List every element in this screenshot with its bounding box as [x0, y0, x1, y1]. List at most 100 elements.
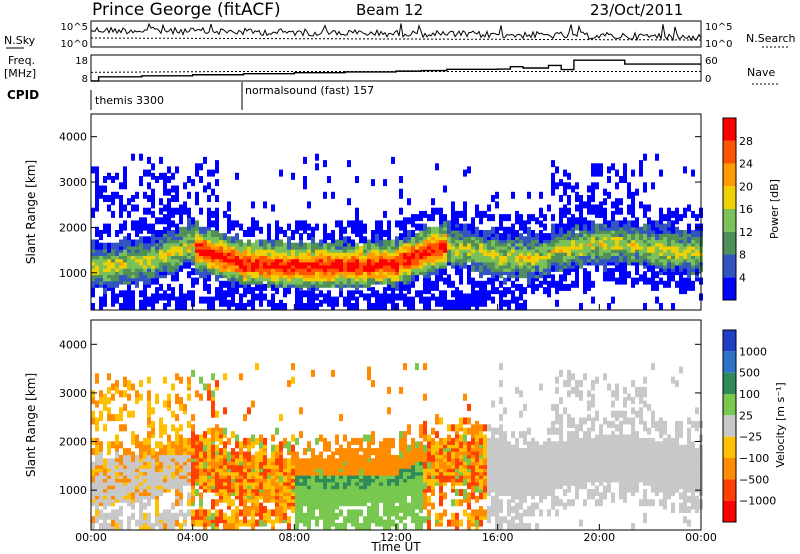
velocity-cell: [459, 519, 463, 527]
power-cell: [379, 299, 383, 307]
velocity-cell: [207, 519, 211, 527]
velocity-cell: [139, 393, 143, 401]
velocity-cell: [175, 434, 179, 442]
velocity-cell: [219, 427, 223, 435]
power-cell: [187, 290, 191, 298]
power-cell: [195, 169, 199, 177]
power-cell: [183, 261, 187, 269]
velocity-cell: [191, 431, 195, 439]
power-cell: [211, 210, 215, 218]
velocity-cell: [179, 424, 183, 432]
velocity-cell: [339, 444, 343, 452]
power-cell: [207, 169, 211, 177]
power-cell: [131, 204, 135, 212]
power-cell: [631, 220, 635, 228]
power-cell: [495, 201, 499, 209]
power-cell: [651, 277, 655, 285]
velocity-heatmap: [91, 363, 703, 530]
power-cell: [199, 296, 203, 304]
power-cell: [327, 290, 331, 298]
power-cell: [255, 293, 259, 301]
velocity-cell: [287, 441, 291, 449]
velocity-cell: [115, 386, 119, 394]
velocity-cell: [191, 437, 195, 445]
velocity-cell: [99, 509, 103, 517]
velocity-cell: [191, 369, 195, 377]
velocity-cell: [263, 437, 267, 445]
velocity-cell: [463, 393, 467, 401]
power-cell: [523, 287, 527, 295]
power-cell: [175, 166, 179, 174]
power-cell: [623, 217, 627, 225]
power-cell: [639, 274, 643, 282]
power-cell: [411, 296, 415, 304]
velocity-cell: [423, 502, 427, 510]
power-cell: [647, 245, 651, 253]
power-cell: [159, 198, 163, 206]
power-cell: [475, 210, 479, 218]
velocity-cell: [295, 437, 299, 445]
power-cell: [107, 204, 111, 212]
velocity-cell: [259, 461, 263, 469]
power-cell: [347, 290, 351, 298]
power-cell: [439, 299, 443, 307]
velocity-cell: [423, 468, 427, 476]
power-cell: [583, 223, 587, 231]
velocity-cell: [411, 485, 415, 493]
velocity-cell: [211, 400, 215, 408]
power-cell: [427, 214, 431, 222]
velocity-cell: [175, 499, 179, 507]
power-cell: [263, 201, 267, 209]
velocity-cell: [235, 512, 239, 520]
velocity-cell: [259, 441, 263, 449]
velocity-cell: [167, 400, 171, 408]
power-cell: [371, 242, 375, 250]
velocity-cell: [143, 512, 147, 520]
power-cell: [119, 204, 123, 212]
velocity-cell: [163, 400, 167, 408]
power-cell: [419, 210, 423, 218]
power-cell: [575, 277, 579, 285]
velocity-cell: [127, 380, 131, 388]
velocity-cell: [175, 482, 179, 490]
power-cell: [535, 233, 539, 241]
velocity-cell: [403, 502, 407, 510]
velocity-cell: [107, 397, 111, 405]
power-cell: [235, 220, 239, 228]
power-cell: [531, 287, 535, 295]
velocity-cell: [203, 509, 207, 517]
power-cell: [179, 226, 183, 234]
power-cell: [123, 166, 127, 174]
power-cell: [139, 299, 143, 307]
velocity-cell: [423, 444, 427, 452]
power-cell: [175, 207, 179, 215]
velocity-cell: [299, 458, 303, 466]
velocity-cell: [103, 424, 107, 432]
velocity-cell: [123, 376, 127, 384]
power-cell: [211, 236, 215, 244]
velocity-cell: [327, 499, 331, 507]
power-cell: [611, 201, 615, 209]
power-cell: [347, 277, 351, 285]
velocity-cell: [295, 519, 299, 527]
velocity-cell: [431, 489, 435, 496]
velocity-cell: [231, 499, 235, 507]
power-cell: [135, 191, 139, 199]
velocity-cell: [323, 437, 327, 445]
power-cell: [171, 293, 175, 301]
power-cell: [199, 271, 203, 279]
velocity-cell: [191, 478, 195, 486]
velocity-cell: [239, 448, 243, 456]
power-cell: [243, 242, 247, 250]
power-cell: [151, 163, 155, 171]
power-cell: [135, 239, 139, 247]
velocity-cell: [271, 509, 275, 517]
power-cell: [183, 201, 187, 209]
velocity-cell: [155, 509, 159, 517]
velocity-cell: [107, 523, 111, 530]
velocity-cell: [351, 437, 355, 445]
velocity-cell: [447, 519, 451, 527]
power-cell: [239, 293, 243, 301]
power-cell: [403, 293, 407, 301]
velocity-cell: [127, 516, 131, 524]
